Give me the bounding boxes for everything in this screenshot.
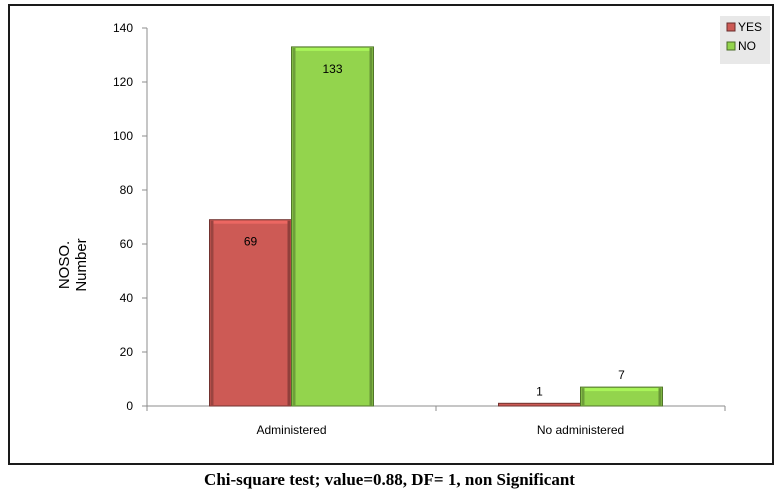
- bar-shadow: [369, 47, 373, 407]
- y-tick-label: 60: [120, 237, 134, 251]
- bar-shadow: [292, 47, 296, 407]
- bar-data-label: 1: [536, 384, 543, 398]
- y-tick-label: 40: [120, 291, 134, 305]
- bar-yes-1: [209, 219, 292, 407]
- bar-highlight: [581, 388, 662, 392]
- legend-label-yes: YES: [738, 20, 762, 34]
- bar-shadow: [210, 220, 214, 406]
- chi-square-footnote: Chi-square test; value=0.88, DF= 1, non …: [204, 470, 575, 489]
- bar-yes-2: [498, 402, 581, 407]
- bar-data-label: 133: [322, 62, 342, 76]
- x-tick-label: No administered: [537, 423, 624, 437]
- bar-highlight: [210, 220, 291, 224]
- bar-labels: 69 133 1 7: [244, 62, 625, 398]
- bar-data-label: 69: [244, 235, 258, 249]
- bar-shadow: [287, 220, 291, 406]
- bar-data-label: 7: [618, 368, 625, 382]
- y-tick-label: 80: [120, 183, 134, 197]
- bar-shadow: [658, 388, 662, 406]
- y-tick-label: 100: [113, 129, 133, 143]
- legend-swatch-no: [726, 41, 736, 51]
- legend-swatch-yes: [726, 22, 736, 32]
- bar-no-1: [291, 46, 374, 407]
- bar-highlight: [292, 47, 373, 51]
- y-tick-label: 140: [113, 21, 133, 35]
- x-tick-label: Administered: [256, 423, 326, 437]
- y-axis-label-line2: Number: [73, 238, 90, 291]
- y-tick-label: 0: [126, 399, 133, 413]
- bars: [209, 46, 663, 407]
- bar-no-2: [580, 386, 663, 407]
- y-axis-label-line1: NOSO.: [56, 241, 73, 289]
- bar-chart: 0 20 40 60 80 100 120 140 Administered No admini…: [56, 16, 770, 437]
- legend: YES NO: [720, 16, 770, 64]
- y-axis: 0 20 40 60 80 100 120 140: [113, 21, 148, 413]
- bar-shadow: [581, 388, 585, 406]
- y-tick-label: 120: [113, 75, 133, 89]
- x-axis: Administered No administered: [146, 405, 726, 437]
- y-tick-label: 20: [120, 345, 134, 359]
- legend-label-no: NO: [738, 39, 756, 53]
